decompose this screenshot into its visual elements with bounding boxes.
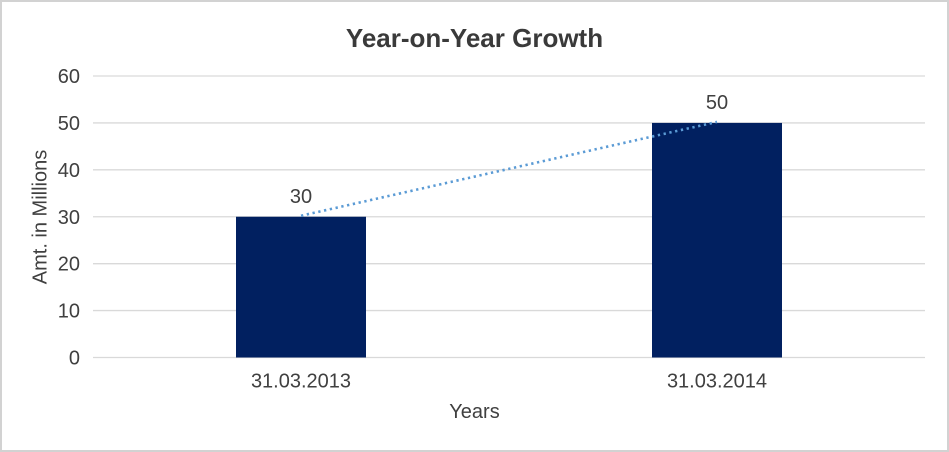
chart-title: Year-on-Year Growth <box>345 23 604 53</box>
x-tick-label: 31.03.2013 <box>251 371 351 393</box>
y-axis-title: Amt. in Millions <box>29 149 52 285</box>
x-tick-label: 31.03.2014 <box>667 371 767 393</box>
bar <box>652 122 782 358</box>
x-axis-title: Years <box>449 401 500 423</box>
bar <box>236 216 366 358</box>
y-tick-label: 40 <box>58 160 80 182</box>
trendline <box>300 120 718 218</box>
y-tick-label: 50 <box>58 113 80 135</box>
bar-value-label: 30 <box>290 186 312 208</box>
y-tick-label: 10 <box>58 301 80 323</box>
y-tick-label: 30 <box>58 207 80 229</box>
y-tick-label: 20 <box>58 254 80 276</box>
bar-value-label: 50 <box>706 92 728 114</box>
y-tick-label: 60 <box>58 66 80 88</box>
y-tick-label: 0 <box>69 348 80 370</box>
